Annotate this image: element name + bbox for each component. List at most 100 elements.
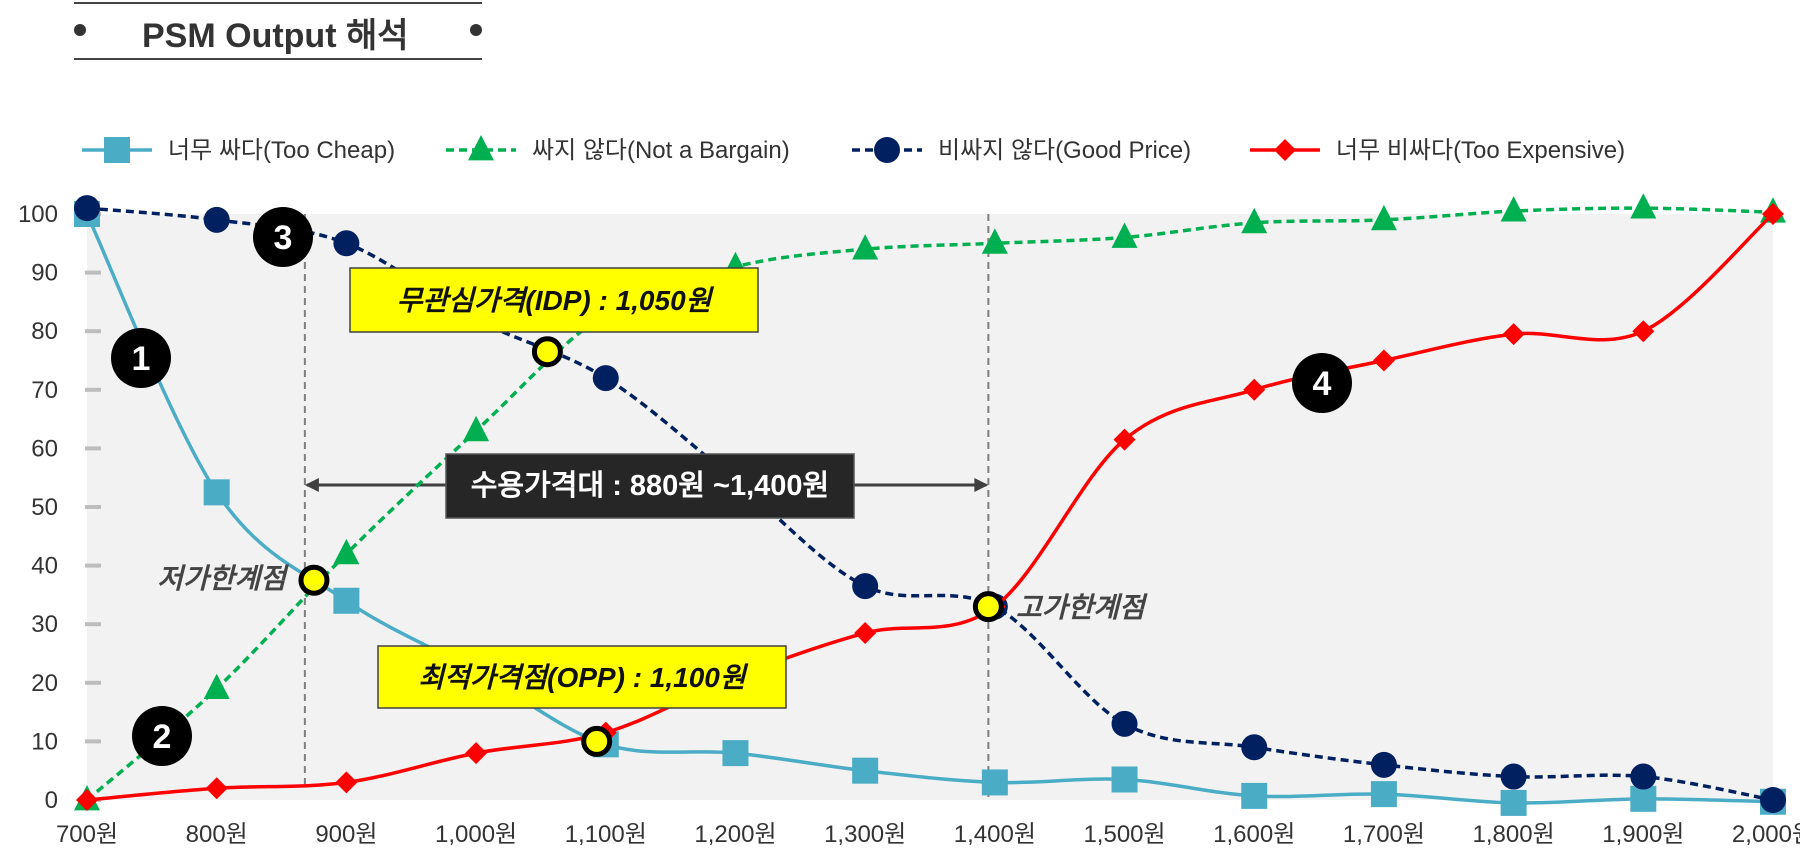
legend-item-good-price: 비싸지 않다(Good Price) [852,137,1191,164]
data-point [1762,203,1784,225]
badge-4: 4 [1292,353,1352,413]
data-point [333,538,360,565]
opp-label-box: 최적가격점(OPP) : 1,100원 [377,645,787,709]
data-point [465,742,488,765]
y-tick-label: 20 [31,670,58,697]
badge-label: 2 [153,718,172,756]
x-tick-label: 1,100원 [565,821,647,848]
data-point [592,365,619,392]
x-tick-label: 1,900원 [1602,821,1684,848]
legend: 너무 싸다(Too Cheap) 싸지 않다(Not a Bargain) 비싸지 … [82,135,1625,164]
data-point [1760,787,1786,813]
legend-item-not-bargain: 싸지 않다(Not a Bargain) [446,135,790,164]
badge-3: 3 [253,207,313,267]
data-point [1630,763,1657,790]
header-bottom-rule [74,58,482,60]
legend-item-too-cheap: 너무 싸다(Too Cheap) [82,137,395,164]
badge-circle [1292,353,1352,413]
opp-point [581,725,613,757]
data-point [1241,207,1268,234]
badge-circle [111,328,171,388]
data-point [852,573,879,600]
data-point [1113,428,1136,451]
header-bullet-left [74,24,86,36]
data-point [1500,789,1527,816]
data-point [1372,349,1395,372]
legend-item-too-expensive: 너무 비싸다(Too Expensive) [1250,137,1625,164]
y-tick-label: 50 [31,494,58,521]
x-tick-label: 1,800원 [1473,821,1555,848]
low-limit-label: 저가한계점 [157,563,289,594]
header-bullet-right [470,24,482,36]
data-point [852,757,879,784]
series-good-price [74,195,1786,813]
x-axis: 700원 800원 900원 1,000원 1,100원 1,200원 1,300원 1,40… [56,821,1800,848]
badge-circle [253,207,313,267]
data-point [333,587,360,614]
arrow-head-left [304,478,319,492]
arrow-head-right [974,478,989,492]
data-point [1502,323,1525,346]
header-top-rule [74,2,482,4]
legend-swatch-marker [104,137,130,163]
x-tick-label: 1,300원 [824,821,906,848]
x-tick-label: 1,700원 [1343,821,1425,848]
y-axis: 0 10 20 30 40 50 60 70 80 90 100 [18,201,101,814]
badge-label: 1 [132,340,151,378]
legend-label: 너무 싸다(Too Cheap) [168,137,395,164]
y-tick-label: 90 [31,260,58,287]
data-point [203,673,230,700]
data-point [74,195,100,222]
y-tick-label: 40 [31,553,58,580]
x-tick-label: 1,600원 [1213,821,1295,848]
data-point [1500,763,1527,790]
plot-area [87,214,1773,800]
opp-box-bg [377,645,787,709]
y-tick-label: 80 [31,318,58,345]
data-point [1630,785,1657,812]
section-header: PSM Output 해석 [74,0,482,60]
data-point [1370,204,1397,231]
data-point [1370,751,1397,778]
idp-box-bg [349,267,759,333]
data-point [333,230,360,257]
legend-swatch-marker [1274,139,1296,161]
idp-label: 무관심가격(IDP) : 1,050원 [397,285,715,316]
x-tick-label: 900원 [315,821,377,848]
data-point [1111,710,1138,737]
idp-point [531,336,563,368]
badge-label: 4 [1313,365,1332,403]
data-point [854,621,877,644]
legend-swatch-marker [874,137,900,163]
data-point [1632,320,1655,343]
data-point [722,740,749,767]
data-point [463,415,490,442]
low-limit-point [298,564,330,596]
x-tick-label: 1,000원 [435,821,517,848]
data-point [981,769,1008,796]
data-point [1243,378,1266,401]
page-title: PSM Output 해석 [142,17,409,55]
badge-1: 1 [111,328,171,388]
data-point [76,789,98,811]
legend-label: 너무 비싸다(Too Expensive) [1336,137,1625,164]
data-point [203,479,230,506]
y-tick-label: 100 [18,201,58,228]
x-tick-label: 800원 [186,821,248,848]
data-point [335,771,358,794]
data-point [852,234,879,260]
badge-2: 2 [132,706,192,766]
range-label: 수용가격대 : 880원 ~1,400원 [471,469,829,502]
data-point [1241,734,1268,761]
idp-label-box: 무관심가격(IDP) : 1,050원 [349,267,759,333]
data-point [981,228,1008,254]
data-point [1370,781,1397,808]
data-point [203,206,230,233]
y-tick-label: 30 [31,611,58,638]
badge-circle [132,706,192,766]
x-tick-label: 1,500원 [1083,821,1165,848]
x-tick-label: 1,400원 [954,821,1036,848]
opp-label: 최적가격점(OPP) : 1,100원 [418,662,749,693]
